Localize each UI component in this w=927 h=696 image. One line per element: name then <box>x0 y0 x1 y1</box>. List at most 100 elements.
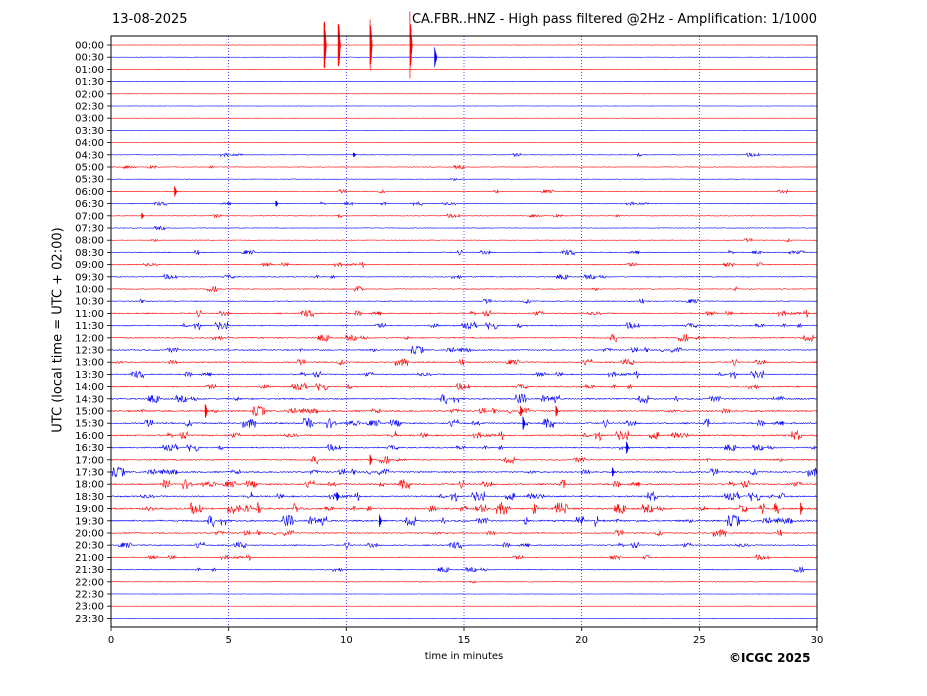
y-tick-label: 11:00 <box>75 309 104 320</box>
seismic-event-2 <box>369 19 373 71</box>
seismic-trace-2130 <box>110 566 817 574</box>
y-tick-label: 17:00 <box>75 455 104 466</box>
y-tick-label: 01:00 <box>75 65 104 76</box>
x-tick-label: 0 <box>108 635 114 646</box>
seismic-trace-1100 <box>110 309 817 319</box>
seismic-trace-0430 <box>110 152 817 158</box>
seismic-event-15 <box>611 467 615 477</box>
x-tick-label: 5 <box>225 635 231 646</box>
y-tick-label: 21:30 <box>75 565 104 576</box>
seismic-trace-1530 <box>110 417 817 429</box>
seismic-event-18 <box>378 514 382 528</box>
seismic-trace-1830 <box>110 490 817 503</box>
seismic-trace-0630 <box>110 200 817 207</box>
seismic-trace-1900 <box>110 501 817 516</box>
seismic-trace-1430 <box>110 393 817 405</box>
seismic-trace-1400 <box>110 382 817 391</box>
chart-title: CA.FBR..HNZ - High pass filtered @2Hz - … <box>411 12 817 27</box>
y-tick-label: 15:00 <box>75 407 104 418</box>
seismic-trace-1630 <box>110 443 817 452</box>
seismic-event-0 <box>323 21 327 69</box>
seismic-trace-1000 <box>110 285 817 293</box>
y-tick-label: 08:00 <box>75 236 104 247</box>
seismic-event-12 <box>522 416 526 430</box>
seismic-trace-0800 <box>110 237 817 243</box>
x-tick-label: 25 <box>693 635 706 646</box>
seismic-event-17 <box>800 502 804 515</box>
seismic-trace-1500 <box>110 405 817 417</box>
y-tick-label: 16:00 <box>75 431 104 442</box>
y-tick-label: 13:00 <box>75 358 104 369</box>
y-tick-label: 06:00 <box>75 187 104 198</box>
seismic-trace-1730 <box>110 466 817 478</box>
seismic-trace-1300 <box>110 358 817 367</box>
seismic-trace-1930 <box>110 513 817 528</box>
y-tick-label: 03:00 <box>75 114 104 125</box>
seismic-trace-0600 <box>110 188 817 194</box>
y-tick-label: 04:30 <box>75 150 104 161</box>
seismic-trace-1800 <box>110 478 817 490</box>
y-tick-label: 14:00 <box>75 382 104 393</box>
seismic-trace-1200 <box>110 333 817 343</box>
seismic-trace-2000 <box>110 529 817 537</box>
x-tick-label: 20 <box>575 635 588 646</box>
y-tick-label: 09:00 <box>75 260 104 271</box>
seismic-trace-1230 <box>110 345 817 355</box>
y-tick-label: 19:00 <box>75 504 104 515</box>
y-tick-label: 18:00 <box>75 480 104 491</box>
seismic-event-10 <box>520 405 524 417</box>
y-tick-label: 16:30 <box>75 443 104 454</box>
y-tick-label: 23:30 <box>75 614 104 625</box>
y-tick-label: 22:30 <box>75 590 104 601</box>
seismic-event-6 <box>174 186 178 197</box>
seismic-trace-0530 <box>110 177 817 181</box>
seismic-event-14 <box>369 454 373 466</box>
y-tick-label: 20:00 <box>75 529 104 540</box>
y-tick-label: 08:30 <box>75 248 104 259</box>
y-tick-label: 13:30 <box>75 370 104 381</box>
y-tick-label: 20:30 <box>75 541 104 552</box>
seismic-trace-0900 <box>110 261 817 269</box>
y-tick-label: 10:00 <box>75 285 104 296</box>
x-axis-label: time in minutes <box>424 651 504 662</box>
seismic-event-4 <box>434 47 438 68</box>
x-tick-label: 15 <box>458 635 471 646</box>
seismic-trace-2100 <box>110 554 817 562</box>
y-tick-label: 01:30 <box>75 77 104 88</box>
y-tick-label: 00:30 <box>75 53 104 64</box>
seismic-trace-2030 <box>110 541 817 550</box>
y-tick-label: 06:30 <box>75 199 104 210</box>
y-tick-label: 02:00 <box>75 89 104 100</box>
copyright-notice: ©ICGC 2025 <box>729 651 811 665</box>
y-tick-label: 23:00 <box>75 602 104 613</box>
y-tick-label: 14:30 <box>75 394 104 405</box>
y-tick-label: 11:30 <box>75 321 104 332</box>
y-tick-label: 00:00 <box>75 41 104 52</box>
y-tick-label: 17:30 <box>75 468 104 479</box>
plot-frame <box>110 35 818 628</box>
y-tick-label: 07:00 <box>75 211 104 222</box>
y-tick-label: 03:30 <box>75 126 104 137</box>
y-tick-label: 04:00 <box>75 138 104 149</box>
y-tick-label: 22:00 <box>75 577 104 588</box>
seismic-event-8 <box>141 212 145 219</box>
seismic-event-13 <box>626 441 630 454</box>
seismic-event-3 <box>409 11 413 79</box>
y-tick-label: 05:00 <box>75 163 104 174</box>
y-tick-label: 15:30 <box>75 419 104 430</box>
seismic-event-16 <box>336 491 340 501</box>
y-tick-label: 12:00 <box>75 333 104 344</box>
seismic-trace-1700 <box>110 455 817 465</box>
y-tick-label: 05:30 <box>75 175 104 186</box>
y-tick-label: 09:30 <box>75 272 104 283</box>
x-tick-label: 10 <box>340 635 353 646</box>
y-tick-label: 21:00 <box>75 553 104 564</box>
seismic-event-5 <box>353 152 357 157</box>
seismic-trace-0500 <box>110 164 817 170</box>
y-tick-label: 12:30 <box>75 346 104 357</box>
y-tick-label: 18:30 <box>75 492 104 503</box>
seismic-trace-1130 <box>110 321 817 331</box>
seismic-event-7 <box>275 200 279 207</box>
seismic-trace-1330 <box>110 370 817 380</box>
